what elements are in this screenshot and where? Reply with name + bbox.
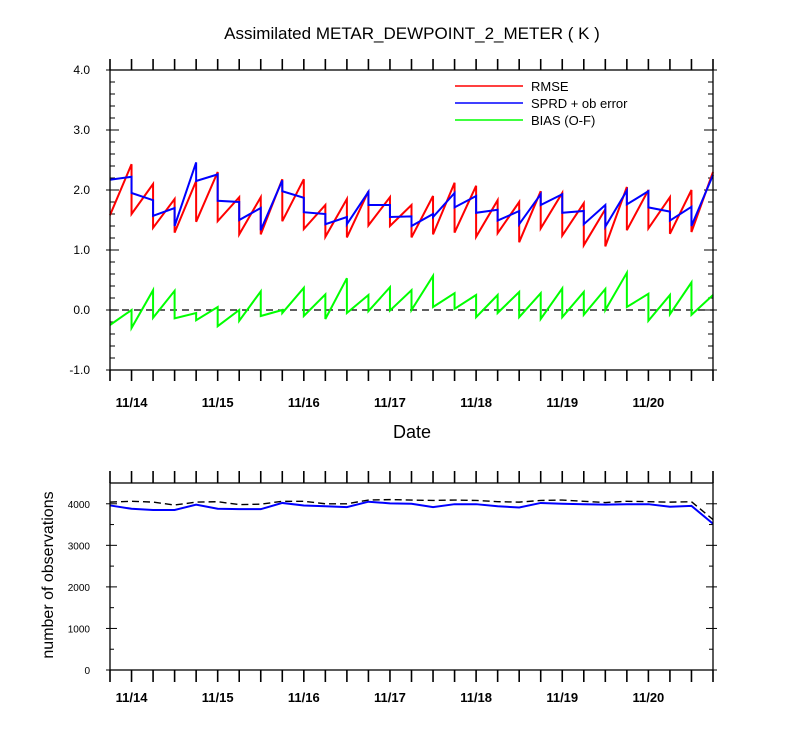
x-tick-label: 11/20 — [632, 690, 664, 705]
series-line — [109, 163, 714, 249]
x-tick-label: 11/18 — [460, 395, 492, 410]
series-sprd-ob-error — [109, 162, 714, 231]
legend-label: RMSE — [531, 79, 569, 94]
chart-title: Assimilated METAR_DEWPOINT_2_METER ( K ) — [224, 24, 600, 43]
plot-frame — [109, 482, 714, 671]
legend-item: SPRD + ob error — [455, 96, 628, 111]
series-line — [109, 500, 714, 525]
series-rmse — [109, 163, 714, 249]
x-tick-label: 11/19 — [546, 690, 578, 705]
x-tick-label: 11/19 — [546, 395, 578, 410]
x-tick-label: 11/16 — [288, 395, 320, 410]
y-tick-label: 0 — [84, 666, 90, 677]
y-tick-label: 2000 — [68, 583, 91, 594]
x-tick-marks — [109, 59, 714, 381]
x-tick-label: 11/14 — [116, 395, 149, 410]
y-tick-label: 3.0 — [73, 123, 90, 137]
y-axis-label-observations: number of observations — [40, 491, 57, 658]
legend-item: RMSE — [455, 79, 569, 94]
legend-label: BIAS (O-F) — [531, 113, 595, 128]
y-tick-label: 1000 — [68, 624, 91, 635]
x-tick-label: 11/14 — [116, 690, 149, 705]
x-tick-label: 11/20 — [632, 395, 664, 410]
plot-frame — [109, 69, 714, 371]
legend-item: BIAS (O-F) — [455, 113, 595, 128]
observation-count-panel: 0 1000 2000 3000 4000 11/14 11/15 11/16 11/17 11/… — [68, 471, 717, 705]
x-tick-label: 11/16 — [288, 690, 320, 705]
x-tick-label: 11/17 — [374, 690, 406, 705]
y-tick-label: 0.0 — [73, 303, 90, 317]
series-possible-observations — [109, 498, 714, 521]
series-bias-o-f — [109, 269, 714, 332]
x-tick-marks — [109, 471, 714, 682]
legend: RMSE SPRD + ob error BIAS (O-F) — [455, 79, 628, 128]
y-tick-label: 4000 — [68, 500, 91, 511]
x-tick-label: 11/18 — [460, 690, 492, 705]
legend-label: SPRD + ob error — [531, 96, 628, 111]
x-tick-label: 11/15 — [202, 690, 234, 705]
x-tick-label: 11/17 — [374, 395, 406, 410]
y-tick-label: 2.0 — [73, 183, 90, 197]
series-line — [109, 162, 714, 231]
y-tick-label: 4.0 — [73, 63, 90, 77]
y-tick-label: -1.0 — [69, 363, 90, 377]
x-axis-label: Date — [393, 422, 431, 442]
y-tick-label: 3000 — [68, 541, 91, 552]
rmse-panel: -1.0 0.0 1.0 2.0 3.0 4.0 11/14 11/15 11/16 11/17 1… — [69, 59, 717, 410]
x-tick-label: 11/15 — [202, 395, 234, 410]
series-line — [109, 498, 714, 521]
y-tick-marks — [106, 482, 717, 671]
series-line — [109, 269, 714, 332]
series-assimilated-observations — [109, 500, 714, 525]
y-tick-label: 1.0 — [73, 243, 90, 257]
